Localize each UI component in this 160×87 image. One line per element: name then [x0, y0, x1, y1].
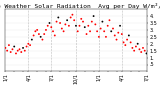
- Point: [71, 14, 74, 15]
- Point: [73, 20, 76, 21]
- Point: [4, 47, 7, 49]
- Point: [124, 44, 127, 46]
- Point: [122, 42, 125, 43]
- Point: [18, 49, 21, 50]
- Point: [75, 25, 77, 26]
- Point: [115, 39, 118, 40]
- Point: [142, 47, 144, 49]
- Point: [126, 39, 128, 40]
- Point: [140, 51, 143, 53]
- Point: [94, 24, 97, 25]
- Point: [52, 31, 54, 32]
- Point: [80, 18, 83, 20]
- Point: [45, 29, 47, 31]
- Point: [39, 36, 42, 37]
- Point: [120, 33, 123, 35]
- Point: [84, 26, 86, 28]
- Point: [119, 25, 121, 26]
- Point: [96, 31, 98, 32]
- Point: [105, 36, 107, 37]
- Point: [48, 22, 51, 24]
- Point: [68, 25, 70, 26]
- Point: [69, 17, 72, 18]
- Point: [76, 31, 79, 32]
- Point: [24, 50, 26, 51]
- Point: [101, 21, 104, 22]
- Point: [8, 44, 10, 46]
- Point: [64, 24, 67, 25]
- Point: [135, 46, 137, 47]
- Point: [9, 51, 12, 53]
- Point: [136, 43, 139, 44]
- Point: [89, 31, 91, 32]
- Point: [25, 46, 28, 47]
- Point: [112, 28, 114, 29]
- Point: [46, 25, 49, 26]
- Point: [20, 51, 23, 53]
- Point: [117, 32, 120, 33]
- Title: Milwaukee Weather Solar Radiation  Avg per Day W/m²/minute: Milwaukee Weather Solar Radiation Avg pe…: [0, 3, 160, 9]
- Point: [78, 25, 81, 26]
- Point: [108, 20, 111, 21]
- Point: [128, 35, 130, 36]
- Point: [103, 31, 105, 32]
- Point: [133, 50, 135, 51]
- Point: [87, 25, 90, 26]
- Point: [22, 47, 24, 49]
- Point: [99, 28, 102, 29]
- Point: [27, 43, 30, 44]
- Point: [91, 21, 93, 22]
- Point: [13, 46, 16, 47]
- Point: [82, 21, 84, 22]
- Point: [32, 35, 35, 36]
- Point: [66, 20, 68, 21]
- Point: [98, 36, 100, 37]
- Point: [85, 33, 88, 35]
- Point: [57, 17, 60, 18]
- Point: [59, 22, 61, 24]
- Point: [50, 26, 52, 28]
- Point: [38, 33, 40, 35]
- Point: [92, 15, 95, 17]
- Point: [55, 21, 58, 22]
- Point: [15, 53, 17, 54]
- Point: [43, 33, 45, 35]
- Point: [11, 49, 14, 50]
- Point: [62, 31, 65, 32]
- Point: [113, 35, 116, 36]
- Point: [6, 50, 8, 51]
- Point: [138, 49, 141, 50]
- Point: [145, 53, 148, 54]
- Point: [31, 39, 33, 40]
- Point: [16, 50, 19, 51]
- Point: [131, 47, 134, 49]
- Point: [144, 50, 146, 51]
- Point: [36, 29, 38, 31]
- Point: [129, 42, 132, 43]
- Point: [106, 25, 109, 26]
- Point: [110, 31, 112, 32]
- Point: [34, 31, 37, 32]
- Point: [60, 28, 63, 29]
- Point: [53, 35, 56, 36]
- Point: [29, 44, 31, 46]
- Point: [41, 39, 44, 40]
